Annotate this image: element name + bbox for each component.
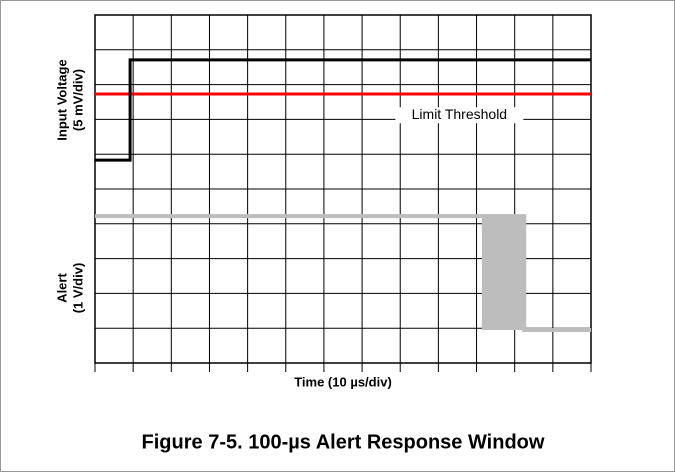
y-axis-label: Alert <box>54 273 69 303</box>
plot: Limit Threshold <box>94 14 592 372</box>
alert-burst <box>481 216 525 330</box>
caption: Figure 7-5. 100-µs Alert Response Window <box>142 431 545 453</box>
trace <box>95 58 591 162</box>
y-axis-label: (1 V/div) <box>70 263 85 314</box>
trace <box>95 214 591 332</box>
plot-border <box>94 14 592 364</box>
annotation-bg <box>395 107 524 124</box>
y-axis-label: Input Voltage <box>54 59 69 140</box>
x-axis-label: Time (10 µs/div) <box>294 374 392 389</box>
annotation: Limit Threshold <box>412 106 507 122</box>
y-axis-label: (5 mV/div) <box>70 69 85 131</box>
